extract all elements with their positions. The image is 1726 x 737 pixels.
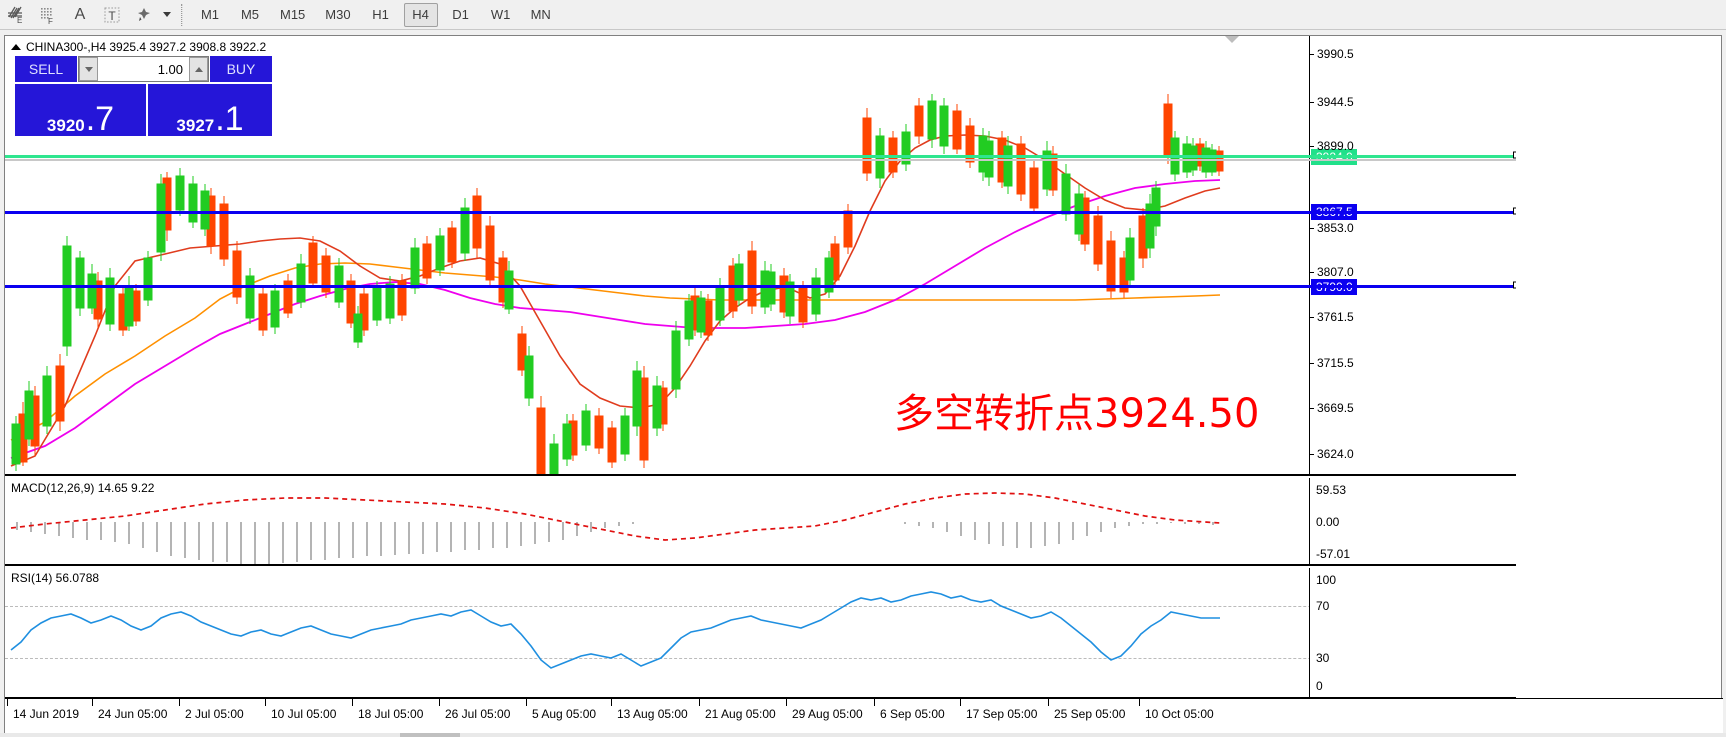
rsi-label: RSI(14) 56.0788 <box>11 571 100 585</box>
main-toolbar: E F A T <box>0 0 1726 30</box>
chart-annotation-text[interactable]: 多空转折点3924.50 <box>894 391 1260 437</box>
price-tick: 3944.5 <box>1310 95 1354 109</box>
sell-price-display[interactable]: 3920 .7 <box>15 84 146 136</box>
timeframe-h4[interactable]: H4 <box>403 2 438 27</box>
time-axis[interactable]: 14 Jun 2019 24 Jun 05:00 2 Jul 05:00 10 … <box>5 698 1723 734</box>
price-tick: 3624.0 <box>1310 447 1354 461</box>
chart-window: CHINA300-,H4 3925.4 3927.2 3908.8 3922.2 <box>4 35 1723 735</box>
rsi-level-70-line <box>5 606 1516 607</box>
buy-price-integer: 3927 <box>176 116 215 135</box>
time-tick: 25 Sep 05:00 <box>1047 698 1126 721</box>
buy-price-decimal: .1 <box>215 100 244 139</box>
time-tick: 17 Sep 05:00 <box>959 698 1038 721</box>
time-tick: 2 Jul 05:00 <box>179 698 244 721</box>
price-series-svg <box>10 94 1224 474</box>
macd-signal-line <box>10 492 1221 541</box>
ma-red-path <box>10 134 1221 467</box>
price-tick: 3715.5 <box>1310 356 1354 370</box>
price-tick: 3990.5 <box>1310 47 1354 61</box>
time-tick: 14 Jun 2019 <box>6 698 80 721</box>
volume-decrement-button[interactable] <box>79 57 98 81</box>
level-handle-3924[interactable] <box>1513 151 1516 159</box>
timeframe-m15[interactable]: M15 <box>280 7 306 22</box>
macd-tick: -57.01 <box>1316 547 1351 561</box>
collapse-triangle-icon[interactable] <box>11 44 21 50</box>
time-tick: 21 Aug 05:00 <box>699 698 776 721</box>
timeframe-d1[interactable]: D1 <box>452 7 469 22</box>
time-tick: 5 Aug 05:00 <box>525 698 597 721</box>
grid-f-icon[interactable]: F <box>33 2 63 28</box>
toolbar-separator <box>181 3 183 26</box>
price-tick: 3807.0 <box>1310 265 1354 279</box>
macd-tick: 0.00 <box>1316 515 1340 529</box>
time-tick: 10 Oct 05:00 <box>1139 698 1214 721</box>
price-tick: 3669.5 <box>1310 401 1354 415</box>
ma-orange-path <box>10 262 1221 441</box>
macd-histogram <box>16 522 1214 564</box>
svg-text:F: F <box>48 17 53 25</box>
timeframe-m1[interactable]: M1 <box>200 7 220 22</box>
price-tick: 3853.0 <box>1310 221 1354 235</box>
sell-button[interactable]: SELL <box>15 56 77 82</box>
rsi-level-30-line <box>5 658 1516 659</box>
macd-label: MACD(12,26,9) 14.65 9.22 <box>11 481 155 495</box>
time-tick: 24 Jun 05:00 <box>91 698 168 721</box>
text-a-icon[interactable]: A <box>74 5 86 23</box>
macd-pane[interactable]: MACD(12,26,9) 14.65 9.22 <box>5 478 1516 566</box>
price-axis[interactable]: 3990.5 3944.5 3924.0 3899.0 3867.5 3853.… <box>1309 36 1516 474</box>
order-panel-controls: SELL 1.00 BUY <box>15 56 272 82</box>
timeframe-m30[interactable]: M30 <box>325 7 351 22</box>
text-label-icon[interactable]: T <box>97 2 127 28</box>
objects-icon[interactable] <box>129 2 159 28</box>
objects-dropdown-caret-icon[interactable] <box>160 2 174 28</box>
level-handle-3867[interactable] <box>1513 207 1516 215</box>
time-tick: 26 Jul 05:00 <box>438 698 511 721</box>
price-tick: 3899.0 <box>1310 139 1354 153</box>
timeframe-mn[interactable]: MN <box>530 7 551 22</box>
price-pane[interactable]: CHINA300-,H4 3925.4 3927.2 3908.8 3922.2 <box>5 36 1516 476</box>
rsi-pane[interactable]: RSI(14) 56.0788 100 70 30 0 <box>5 568 1516 698</box>
horizontal-scrollbar[interactable] <box>0 733 1726 737</box>
rsi-tick: 30 <box>1316 651 1330 665</box>
svg-text:E: E <box>17 16 22 25</box>
macd-axis: 59.53 0.00 -57.01 <box>1309 478 1516 564</box>
macd-series-svg <box>10 492 1221 564</box>
chart-symbol-ohlc: CHINA300-,H4 3925.4 3927.2 3908.8 3922.2 <box>26 40 267 54</box>
time-tick: 13 Aug 05:00 <box>611 698 688 721</box>
volume-increment-button[interactable] <box>189 57 208 81</box>
chart-title-bar: CHINA300-,H4 3925.4 3927.2 3908.8 3922.2 <box>11 40 266 54</box>
buy-price-display[interactable]: 3927 .1 <box>148 84 272 136</box>
svg-text:T: T <box>108 9 116 23</box>
indicators-icon[interactable]: E <box>1 2 31 28</box>
time-tick: 6 Sep 05:00 <box>874 698 945 721</box>
rsi-tick: 100 <box>1316 573 1337 587</box>
price-tick: 3761.5 <box>1310 310 1354 324</box>
timeframe-m5[interactable]: M5 <box>240 7 260 22</box>
rsi-tick: 0 <box>1316 679 1323 693</box>
timeframe-h1[interactable]: H1 <box>372 7 389 22</box>
candlesticks <box>11 94 1224 474</box>
volume-stepper[interactable]: 1.00 <box>78 56 209 82</box>
time-tick: 10 Jul 05:00 <box>264 698 337 721</box>
level-handle-3790[interactable] <box>1513 281 1516 289</box>
rsi-series-svg <box>10 591 1220 669</box>
chart-scroll-marker-icon <box>1225 36 1239 43</box>
sell-price-integer: 3920 <box>46 116 85 135</box>
rsi-line <box>10 591 1220 669</box>
time-tick: 18 Jul 05:00 <box>351 698 424 721</box>
volume-value[interactable]: 1.00 <box>98 57 189 81</box>
timeframe-w1[interactable]: W1 <box>490 7 511 22</box>
time-tick: 29 Aug 05:00 <box>786 698 863 721</box>
macd-tick: 59.53 <box>1316 483 1347 497</box>
rsi-axis: 100 70 30 0 <box>1309 568 1516 697</box>
sell-price-decimal: .7 <box>85 100 115 139</box>
buy-button[interactable]: BUY <box>210 56 272 82</box>
ma-magenta-path <box>10 179 1221 459</box>
scrollbar-thumb[interactable] <box>400 733 460 737</box>
order-panel-prices: 3920 .7 3927 .1 <box>15 84 272 136</box>
rsi-tick: 70 <box>1316 599 1330 613</box>
one-click-trading-panel[interactable]: SELL 1.00 BUY 3920 .7 3927 .1 <box>15 56 272 161</box>
